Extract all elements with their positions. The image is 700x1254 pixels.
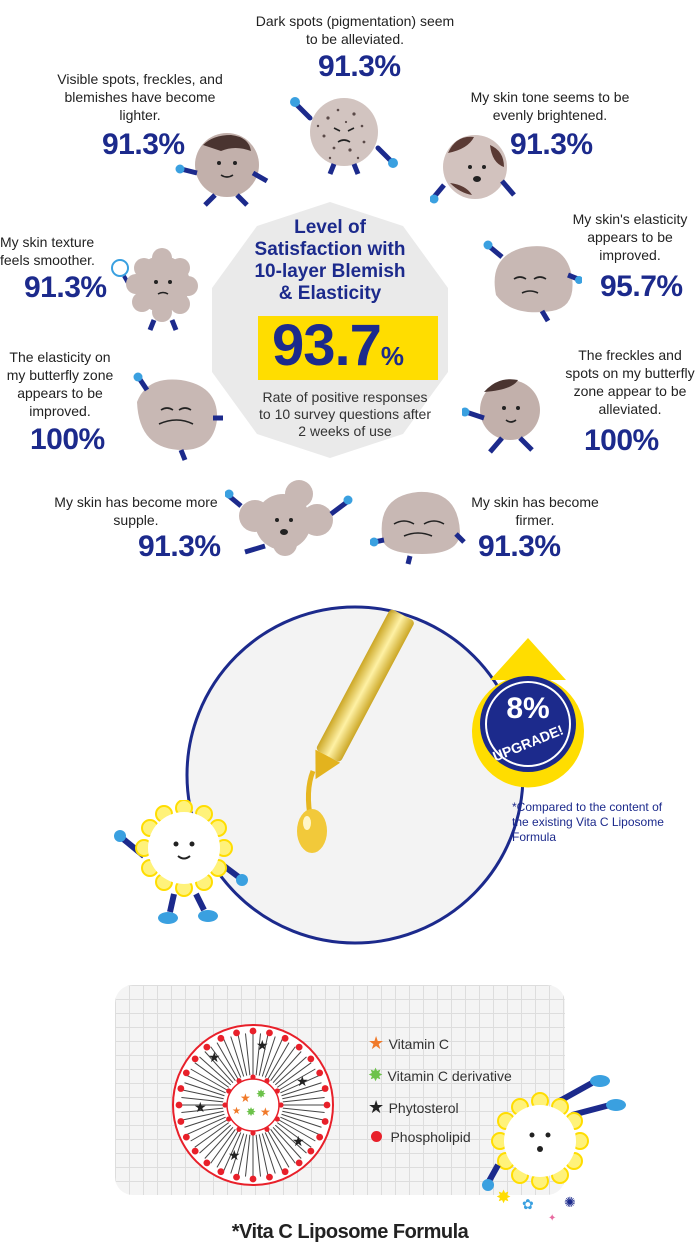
center-value: 93.7% <box>272 312 404 379</box>
svg-text:★: ★ <box>240 1091 251 1105</box>
legend-label: Phospholipid <box>390 1129 471 1145</box>
center-value-unit: % <box>380 341 405 371</box>
legend-item-phospholipid: Phospholipid <box>368 1129 471 1147</box>
legend-item-vitamin-c-derivative: ✸ Vitamin C derivative <box>368 1065 512 1086</box>
liposome-grid-panel <box>115 985 565 1195</box>
star-icon: ★ <box>368 1033 385 1053</box>
center-title: Level of Satisfaction with 10-layer Blem… <box>254 217 406 304</box>
svg-text:★: ★ <box>194 1100 207 1116</box>
item-label-supple: My skin has become more supple. <box>54 494 218 528</box>
center-value-number: 93.7 <box>272 313 382 378</box>
legend-label: Vitamin C derivative <box>387 1068 512 1084</box>
burst-icon: ✸ <box>368 1065 384 1085</box>
liposome-diagram: ★ ✸ ✸ ★ ★ ★★★ ★★★ <box>172 1024 334 1186</box>
vitamin-c-mascot-icon <box>114 800 248 924</box>
item-label-texture: My skin texture feels smoother. <box>0 234 95 268</box>
freckled-cell-character-icon <box>462 379 540 454</box>
svg-text:✸: ✸ <box>246 1105 256 1119</box>
speckled-cell-character-icon <box>290 97 398 175</box>
svg-text:★: ★ <box>228 1148 241 1164</box>
puffy-cell-character-icon <box>225 480 353 556</box>
svg-text:✸: ✸ <box>496 1187 511 1208</box>
item-value-butterfly-freckles: 100% <box>584 424 659 457</box>
item-value-firmer: 91.3% <box>478 530 561 563</box>
item-value-elasticity: 95.7% <box>600 270 683 303</box>
svg-text:✺: ✺ <box>564 1195 576 1211</box>
firm-cell-character-icon <box>370 491 466 565</box>
item-label-butterfly-elasticity: The elasticity on my butterfly zone appe… <box>6 349 114 419</box>
svg-text:★: ★ <box>208 1050 221 1066</box>
svg-text:★: ★ <box>260 1105 271 1119</box>
rough-texture-character-icon <box>111 248 198 331</box>
liposome-caption: *Vita C Liposome Formula <box>231 1221 469 1243</box>
item-label-dark-spots: Dark spots (pigmentation) seem to be all… <box>255 13 455 47</box>
star-icon: ★ <box>368 1097 385 1117</box>
svg-text:★: ★ <box>296 1074 309 1090</box>
item-value-visible-spots: 91.3% <box>102 128 185 161</box>
item-value-texture: 91.3% <box>24 271 107 304</box>
legend-item-phytosterol: ★ Phytosterol <box>368 1097 459 1118</box>
item-label-skin-tone: My skin tone seems to be evenly brighten… <box>470 89 630 123</box>
dot-icon <box>371 1131 382 1142</box>
item-value-butterfly-elasticity: 100% <box>30 423 105 456</box>
item-value-supple: 91.3% <box>138 530 221 563</box>
wrinkled-cell-character-icon <box>133 372 223 461</box>
item-label-elasticity: My skin's elasticity appears to be impro… <box>572 211 688 263</box>
legend-item-vitamin-c: ★ Vitamin C <box>368 1033 449 1054</box>
svg-text:★: ★ <box>232 1106 241 1117</box>
saggy-cell-character-icon <box>483 240 582 323</box>
svg-text:★: ★ <box>256 1038 269 1054</box>
upgrade-note: *Compared to the content of the existing… <box>512 800 664 844</box>
upgrade-badge-icon <box>472 638 584 788</box>
svg-text:✿: ✿ <box>522 1197 534 1213</box>
svg-text:✦: ✦ <box>548 1213 556 1224</box>
svg-text:✸: ✸ <box>256 1087 266 1101</box>
serum-dropper-illustration <box>185 605 525 945</box>
legend-label: Vitamin C <box>388 1036 450 1052</box>
item-value-dark-spots: 91.3% <box>318 50 401 83</box>
center-subtitle: Rate of positive responses to 10 survey … <box>259 389 431 439</box>
legend-label: Phytosterol <box>388 1100 459 1116</box>
vitamin-c-mascot-2-icon: ✸ ✿ ✺ ✦ <box>482 1075 626 1224</box>
center-value-box <box>258 316 438 380</box>
patchy-tone-character-icon <box>430 135 516 204</box>
item-value-skin-tone: 91.3% <box>510 128 593 161</box>
item-label-firmer: My skin has become firmer. <box>471 494 599 528</box>
item-label-visible-spots: Visible spots, freckles, and blemishes h… <box>57 71 223 123</box>
item-label-butterfly-freckles: The freckles and spots on my butterfly z… <box>565 347 695 417</box>
svg-text:★: ★ <box>292 1134 305 1150</box>
dark-spot-character-icon <box>175 133 269 207</box>
upgrade-value: 8% <box>506 692 550 725</box>
